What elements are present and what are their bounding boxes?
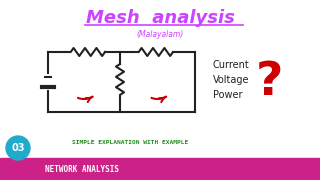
Text: Voltage: Voltage xyxy=(213,75,250,85)
Circle shape xyxy=(6,136,30,160)
Text: 03: 03 xyxy=(11,143,25,153)
Text: NETWORK ANALYSIS: NETWORK ANALYSIS xyxy=(45,165,119,174)
Text: ?: ? xyxy=(256,60,284,105)
Text: Mesh  analysis: Mesh analysis xyxy=(85,9,235,27)
Text: Power: Power xyxy=(213,90,243,100)
Bar xyxy=(0,158,320,180)
Text: Current: Current xyxy=(213,60,250,70)
Text: SIMPLE EXPLANATION WITH EXAMPLE: SIMPLE EXPLANATION WITH EXAMPLE xyxy=(72,140,188,145)
Text: (Malayalam): (Malayalam) xyxy=(136,30,184,39)
